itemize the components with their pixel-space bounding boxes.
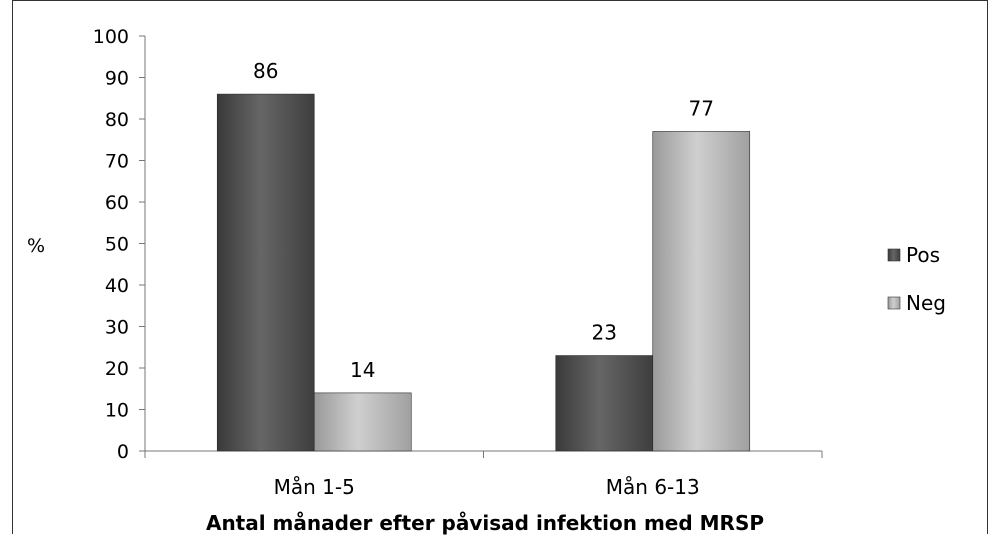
y-tick-label: 40 bbox=[105, 275, 129, 297]
chart-frame bbox=[12, 0, 988, 534]
bar-pos-1 bbox=[216, 93, 315, 452]
y-tick-label: 90 bbox=[105, 68, 129, 90]
legend-label-pos: Pos bbox=[906, 243, 940, 267]
bar-neg-2 bbox=[652, 131, 751, 452]
bars: 86 14 23 77 bbox=[216, 59, 751, 452]
y-tick-label: 60 bbox=[105, 192, 129, 214]
x-axis-label: Antal månader efter påvisad infektion me… bbox=[206, 511, 764, 535]
y-tick-label: 10 bbox=[105, 400, 129, 422]
data-label: 14 bbox=[350, 358, 375, 382]
y-axis-ticks: 0 10 20 30 40 50 60 70 80 90 100 bbox=[93, 26, 145, 463]
legend: Pos Neg bbox=[887, 243, 946, 315]
y-axis-label: % bbox=[27, 235, 45, 257]
y-tick-label: 20 bbox=[105, 358, 129, 380]
y-tick-label: 80 bbox=[105, 109, 129, 131]
data-label: 86 bbox=[253, 59, 278, 83]
x-tick-label: Mån 1-5 bbox=[274, 475, 355, 499]
legend-swatch-neg bbox=[887, 296, 901, 310]
y-tick-label: 70 bbox=[105, 151, 129, 173]
legend-swatch-pos bbox=[887, 248, 901, 262]
legend-label-neg: Neg bbox=[906, 291, 946, 315]
data-label: 77 bbox=[689, 96, 714, 120]
bar-neg-1 bbox=[313, 392, 412, 452]
y-tick-label: 30 bbox=[105, 317, 129, 339]
data-label: 23 bbox=[592, 321, 617, 345]
bar-pos-2 bbox=[555, 355, 654, 452]
x-axis-ticks: Mån 1-5 Mån 6-13 bbox=[144, 451, 823, 499]
y-tick-label: 0 bbox=[117, 441, 129, 463]
y-tick-label: 50 bbox=[105, 234, 129, 256]
y-tick-label: 100 bbox=[93, 26, 129, 48]
x-tick-label: Mån 6-13 bbox=[606, 475, 700, 499]
